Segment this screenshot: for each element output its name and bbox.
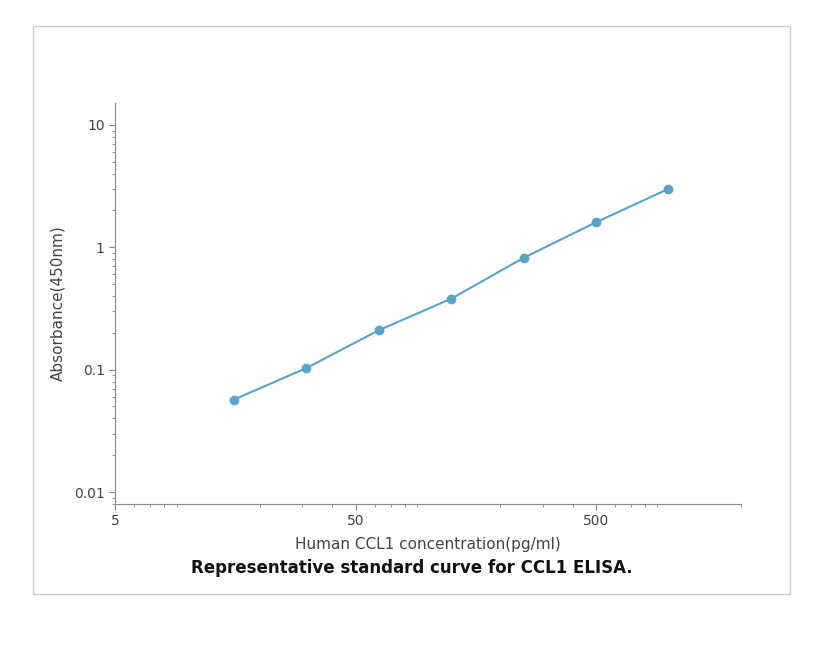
Y-axis label: Absorbance(450nm): Absorbance(450nm) [51,225,66,382]
Text: Representative standard curve for CCL1 ELISA.: Representative standard curve for CCL1 E… [191,559,632,578]
X-axis label: Human CCL1 concentration(pg/ml): Human CCL1 concentration(pg/ml) [295,537,560,552]
